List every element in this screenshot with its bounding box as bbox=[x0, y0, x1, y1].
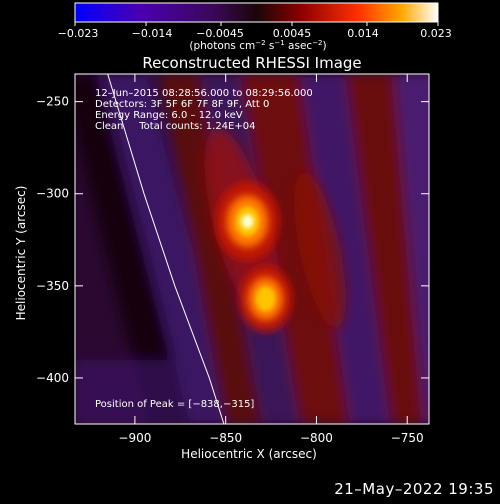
plot-frame bbox=[74, 73, 430, 425]
colorbar: −0.023 −0.014 −0.0045 0.0045 0.014 0.023… bbox=[58, 2, 452, 52]
annotation-line-2: Energy Range: 6.0 – 12.0 keV bbox=[95, 110, 243, 121]
annotation-line-0: 12–Jun–2015 08:28:56.000 to 08:29:56.000 bbox=[95, 88, 313, 99]
x-tick-label: −850 bbox=[209, 431, 242, 445]
source-bright bbox=[255, 286, 276, 312]
colorbar-tick-label-1: −0.014 bbox=[132, 27, 173, 40]
flare-sources bbox=[215, 181, 293, 333]
peak-position-label: Position of Peak = [−838,−315] bbox=[95, 399, 254, 410]
red-band bbox=[345, 74, 429, 424]
x-tick-labels: −900 −850 −800 −750 bbox=[118, 431, 423, 445]
dark-region bbox=[75, 360, 195, 424]
annotation-line-3: Clean Total counts: 1.24E+04 bbox=[95, 121, 255, 132]
y-axis-label: Heliocentric Y (arcsec) bbox=[14, 186, 28, 321]
axis-tick-marks bbox=[75, 74, 429, 424]
glow-ridge bbox=[294, 171, 346, 329]
colorbar-tick-label-3: 0.0045 bbox=[273, 27, 312, 40]
y-tick-label: −250 bbox=[36, 95, 69, 109]
colorbar-tick-label-4: 0.014 bbox=[347, 27, 379, 40]
colorbar-strip bbox=[74, 2, 439, 23]
red-band bbox=[240, 74, 355, 424]
colorbar-tick-marks bbox=[74, 22, 439, 26]
x-tick-label: −750 bbox=[391, 431, 424, 445]
chart-title: Reconstructed RHESSI Image bbox=[142, 54, 361, 72]
x-tick-label: −800 bbox=[300, 431, 333, 445]
solar-limb-curve bbox=[107, 74, 225, 424]
red-band bbox=[160, 74, 265, 424]
y-tick-label: −400 bbox=[36, 371, 69, 385]
colorbar-tick-label-5: 0.023 bbox=[420, 27, 452, 40]
dark-band bbox=[75, 74, 190, 424]
annotation-line-1: Detectors: 3F 5F 6F 7F 8F 9F, Att 0 bbox=[95, 99, 269, 110]
x-axis-label: Heliocentric X (arcsec) bbox=[181, 447, 317, 461]
purple-band bbox=[300, 74, 395, 424]
y-tick-label: −300 bbox=[36, 187, 69, 201]
colorbar-tick-label-0: −0.023 bbox=[58, 27, 99, 40]
y-tick-label: −350 bbox=[36, 279, 69, 293]
colorbar-tick-label-2: −0.0045 bbox=[196, 27, 244, 40]
purple-band bbox=[395, 74, 429, 424]
footer-date-time: 21–May–2022 19:35 bbox=[334, 480, 494, 498]
colorbar-unit-label: (photons cm−2 s−1 asec−2) bbox=[189, 39, 326, 52]
plot-area: 12–Jun–2015 08:28:56.000 to 08:29:56.000… bbox=[75, 74, 429, 424]
source-core bbox=[241, 214, 254, 229]
x-tick-label: −900 bbox=[118, 431, 151, 445]
y-tick-labels: −250 −300 −350 −400 bbox=[36, 95, 69, 385]
